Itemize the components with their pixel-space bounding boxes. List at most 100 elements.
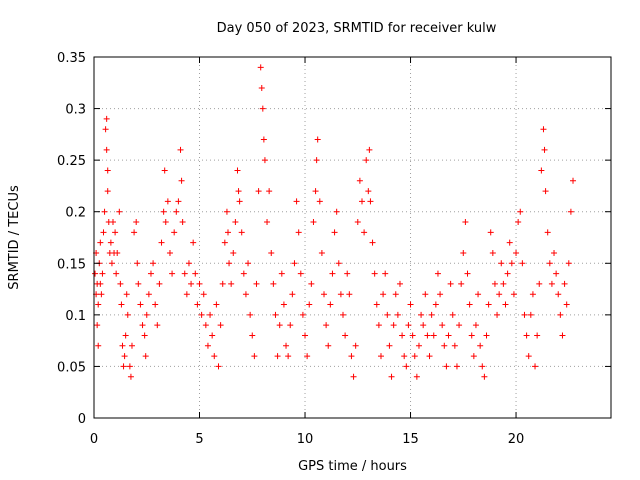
data-point — [441, 342, 448, 349]
data-point — [498, 260, 505, 267]
data-points — [92, 64, 577, 380]
data-point — [553, 270, 560, 277]
data-point — [272, 311, 279, 318]
y-tick-label: 0.35 — [57, 51, 86, 66]
data-point — [228, 280, 235, 287]
data-point — [555, 291, 562, 298]
axis-ticks — [93, 56, 611, 419]
data-point — [510, 291, 517, 298]
data-point — [221, 239, 228, 246]
data-point — [559, 332, 566, 339]
data-point — [409, 332, 416, 339]
data-point — [314, 136, 321, 143]
data-point — [249, 332, 256, 339]
data-point — [561, 280, 568, 287]
data-point — [259, 105, 266, 112]
data-point — [255, 188, 262, 195]
data-point — [240, 270, 247, 277]
y-tick-label: 0 — [78, 412, 86, 427]
data-point — [128, 342, 135, 349]
data-point — [420, 322, 427, 329]
data-point — [363, 157, 370, 164]
data-point — [337, 291, 344, 298]
data-point — [154, 322, 161, 329]
data-point — [563, 301, 570, 308]
y-tick-labels: 0 0.05 0.1 0.15 0.2 0.25 0.3 0.35 — [57, 51, 86, 427]
data-point — [350, 373, 357, 380]
data-point — [178, 177, 185, 184]
data-point — [260, 136, 267, 143]
data-point — [97, 280, 104, 287]
data-point — [274, 353, 281, 360]
data-point — [466, 301, 473, 308]
data-point — [217, 322, 224, 329]
data-point — [541, 146, 548, 153]
data-point — [529, 291, 536, 298]
data-point — [251, 353, 258, 360]
data-point — [517, 208, 524, 215]
data-point — [358, 198, 365, 205]
data-point — [551, 249, 558, 256]
data-point — [114, 249, 121, 256]
data-point — [494, 311, 501, 318]
data-point — [532, 363, 539, 370]
data-point — [126, 363, 133, 370]
data-point — [179, 219, 186, 226]
data-point — [538, 167, 545, 174]
data-point — [161, 167, 168, 174]
data-point — [470, 353, 477, 360]
data-point — [401, 353, 408, 360]
data-point — [122, 332, 129, 339]
data-point — [366, 146, 373, 153]
data-point — [181, 270, 188, 277]
data-point — [506, 239, 513, 246]
data-point — [131, 229, 138, 236]
data-point — [462, 219, 469, 226]
data-point — [346, 291, 353, 298]
data-point — [100, 229, 107, 236]
data-point — [95, 342, 102, 349]
grid-lines — [94, 57, 611, 418]
data-point — [468, 332, 475, 339]
data-point — [380, 291, 387, 298]
data-point — [175, 198, 182, 205]
data-point — [369, 239, 376, 246]
data-point — [373, 301, 380, 308]
data-point — [335, 260, 342, 267]
data-point — [508, 260, 515, 267]
data-point — [285, 353, 292, 360]
data-point — [108, 260, 115, 267]
data-point — [306, 301, 313, 308]
data-point — [119, 342, 126, 349]
data-point — [392, 291, 399, 298]
data-point — [426, 353, 433, 360]
data-point — [173, 208, 180, 215]
data-point — [525, 353, 532, 360]
data-point — [540, 126, 547, 133]
data-point — [447, 280, 454, 287]
data-point — [342, 332, 349, 339]
data-point — [546, 260, 553, 267]
data-point — [356, 177, 363, 184]
data-point — [103, 115, 110, 122]
x-tick-label: 0 — [90, 432, 98, 447]
data-point — [536, 280, 543, 287]
data-point — [124, 311, 131, 318]
data-point — [430, 332, 437, 339]
data-point — [386, 342, 393, 349]
data-point — [283, 342, 290, 349]
data-point — [513, 249, 520, 256]
data-point — [344, 270, 351, 277]
data-point — [226, 260, 233, 267]
data-point — [548, 280, 555, 287]
data-point — [453, 363, 460, 370]
data-point — [127, 373, 134, 380]
data-point — [224, 229, 231, 236]
data-point — [264, 219, 271, 226]
data-point — [102, 126, 109, 133]
data-point — [491, 280, 498, 287]
data-point — [204, 342, 211, 349]
x-tick-label: 20 — [508, 432, 525, 447]
data-point — [312, 188, 319, 195]
data-point — [219, 280, 226, 287]
